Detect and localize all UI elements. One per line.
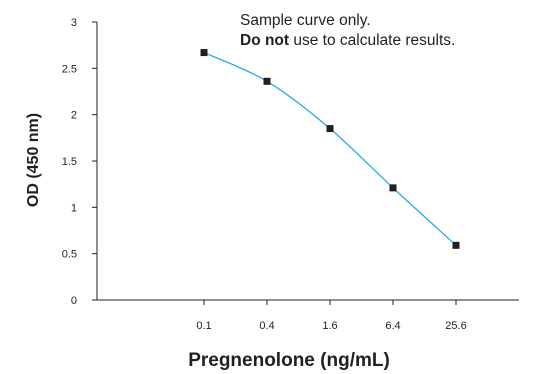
annotation-line-1: Sample curve only. <box>240 12 371 29</box>
y-tick-label: 1.5 <box>62 156 77 168</box>
x-tick-label: 1.6 <box>322 320 337 332</box>
series <box>200 49 460 249</box>
x-axis-title: Pregnenolone (ng/mL) <box>188 350 390 371</box>
data-point <box>263 77 271 85</box>
x-ticks: 0.1 0.4 1.6 6.4 25.6 <box>196 300 467 332</box>
y-ticks: 0 0.5 1 1.5 2 2.5 3 <box>62 17 97 307</box>
x-tick-label: 25.6 <box>445 320 466 332</box>
y-axis-title: OD (450 nm) <box>25 113 42 207</box>
annotation-line-2: Do not use to calculate results. <box>240 32 455 49</box>
y-tick-label: 0.5 <box>62 249 77 261</box>
data-point <box>200 49 208 57</box>
annotation-bold-text: Do not <box>240 32 289 49</box>
y-tick-label: 3 <box>71 17 77 29</box>
y-tick-label: 2 <box>71 110 77 122</box>
data-point <box>452 241 460 249</box>
y-tick-label: 0 <box>71 295 77 307</box>
data-point <box>389 184 397 192</box>
series-line <box>203 51 457 246</box>
annotation-rest-text: use to calculate results. <box>289 32 455 49</box>
data-point <box>326 125 334 133</box>
x-tick-label: 6.4 <box>385 320 400 332</box>
y-tick-label: 1 <box>71 202 77 214</box>
y-tick-label: 2.5 <box>62 63 77 75</box>
x-tick-label: 0.4 <box>259 320 274 332</box>
x-tick-label: 0.1 <box>196 320 211 332</box>
